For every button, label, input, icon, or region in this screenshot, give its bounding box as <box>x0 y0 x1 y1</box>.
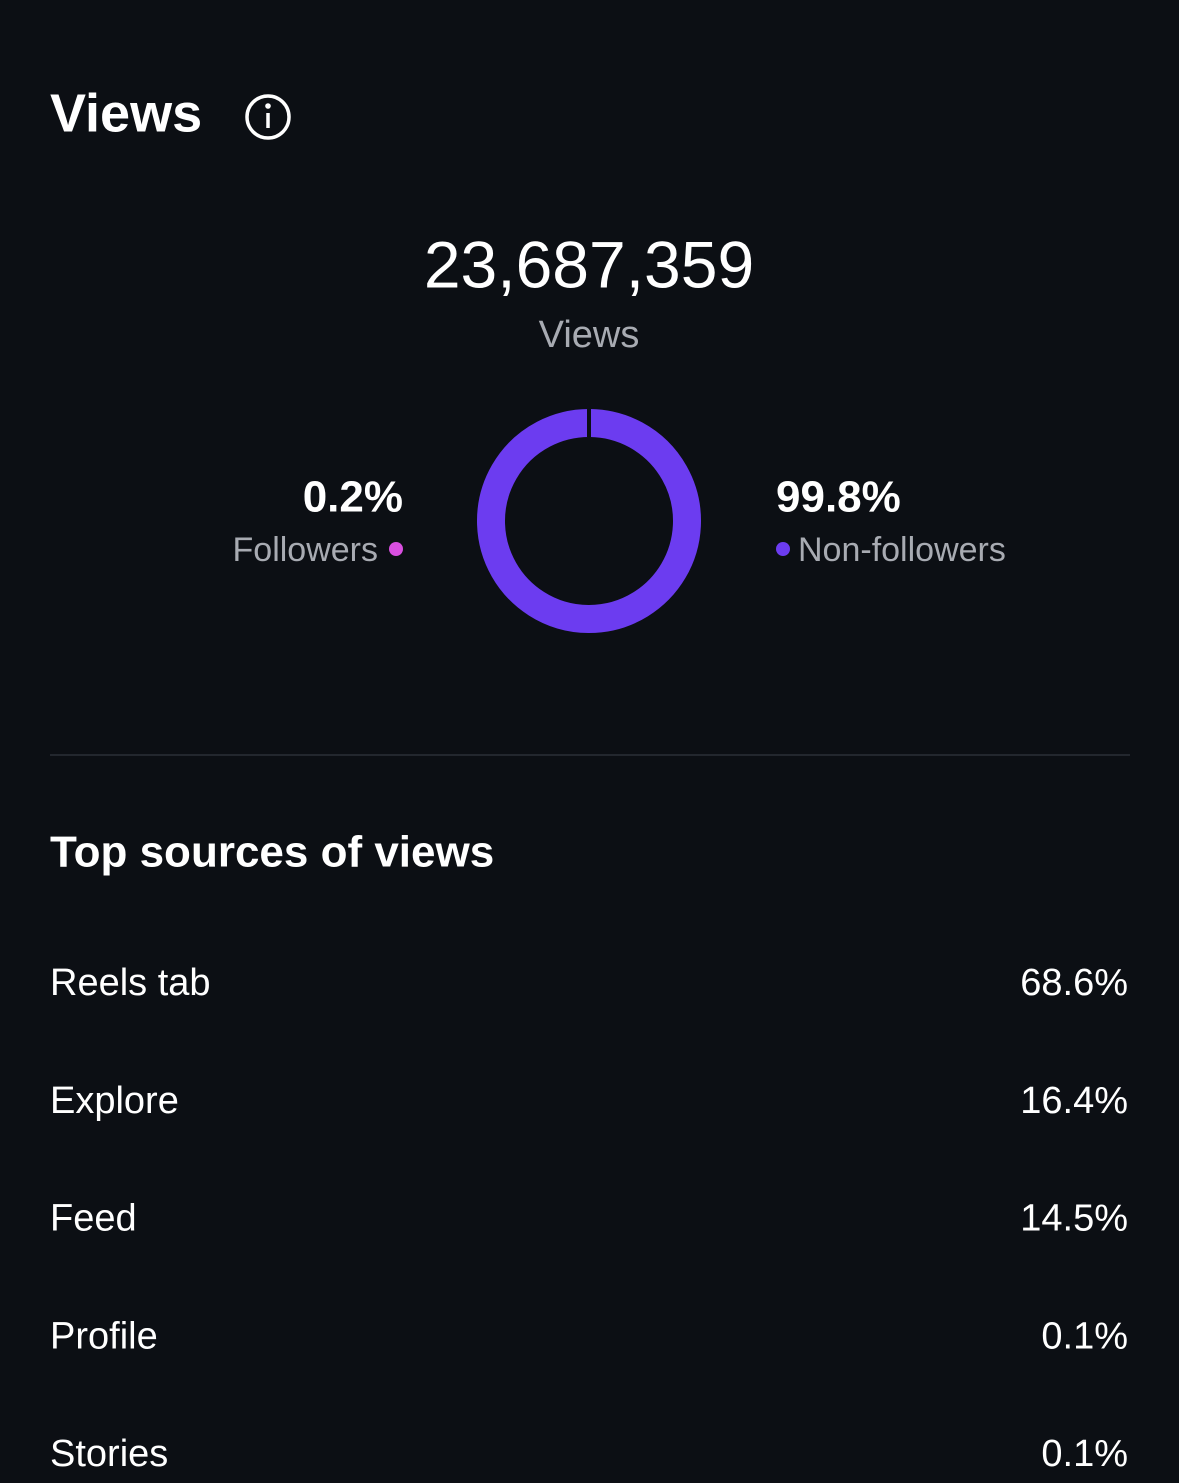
source-value: 0.1% <box>1041 1433 1128 1475</box>
source-name: Stories <box>50 1433 168 1475</box>
source-name: Profile <box>50 1315 158 1357</box>
followers-percent: 0.2% <box>303 473 403 522</box>
sources-title: Top sources of views <box>50 828 494 877</box>
source-name: Reels tab <box>50 962 211 1004</box>
non-followers-label: Non-followers <box>798 531 1006 569</box>
source-name: Explore <box>50 1080 179 1122</box>
title: Views <box>50 83 202 143</box>
source-value: 0.1% <box>1041 1315 1128 1357</box>
non-followers-dot <box>776 542 790 556</box>
total-views: 23,687,359 <box>424 227 754 301</box>
info-circle[interactable] <box>245 94 291 140</box>
total-label: Views <box>539 314 640 356</box>
info-dot[interactable] <box>265 103 271 109</box>
donut-segment <box>476 409 701 633</box>
source-name: Feed <box>50 1198 137 1240</box>
source-value: 68.6% <box>1020 962 1128 1004</box>
source-value: 16.4% <box>1020 1080 1128 1122</box>
non-followers-percent: 99.8% <box>776 473 901 522</box>
followers-dot <box>389 542 403 556</box>
source-value: 14.5% <box>1020 1198 1128 1240</box>
info-icon[interactable] <box>245 94 291 140</box>
followers-label: Followers <box>233 531 378 569</box>
